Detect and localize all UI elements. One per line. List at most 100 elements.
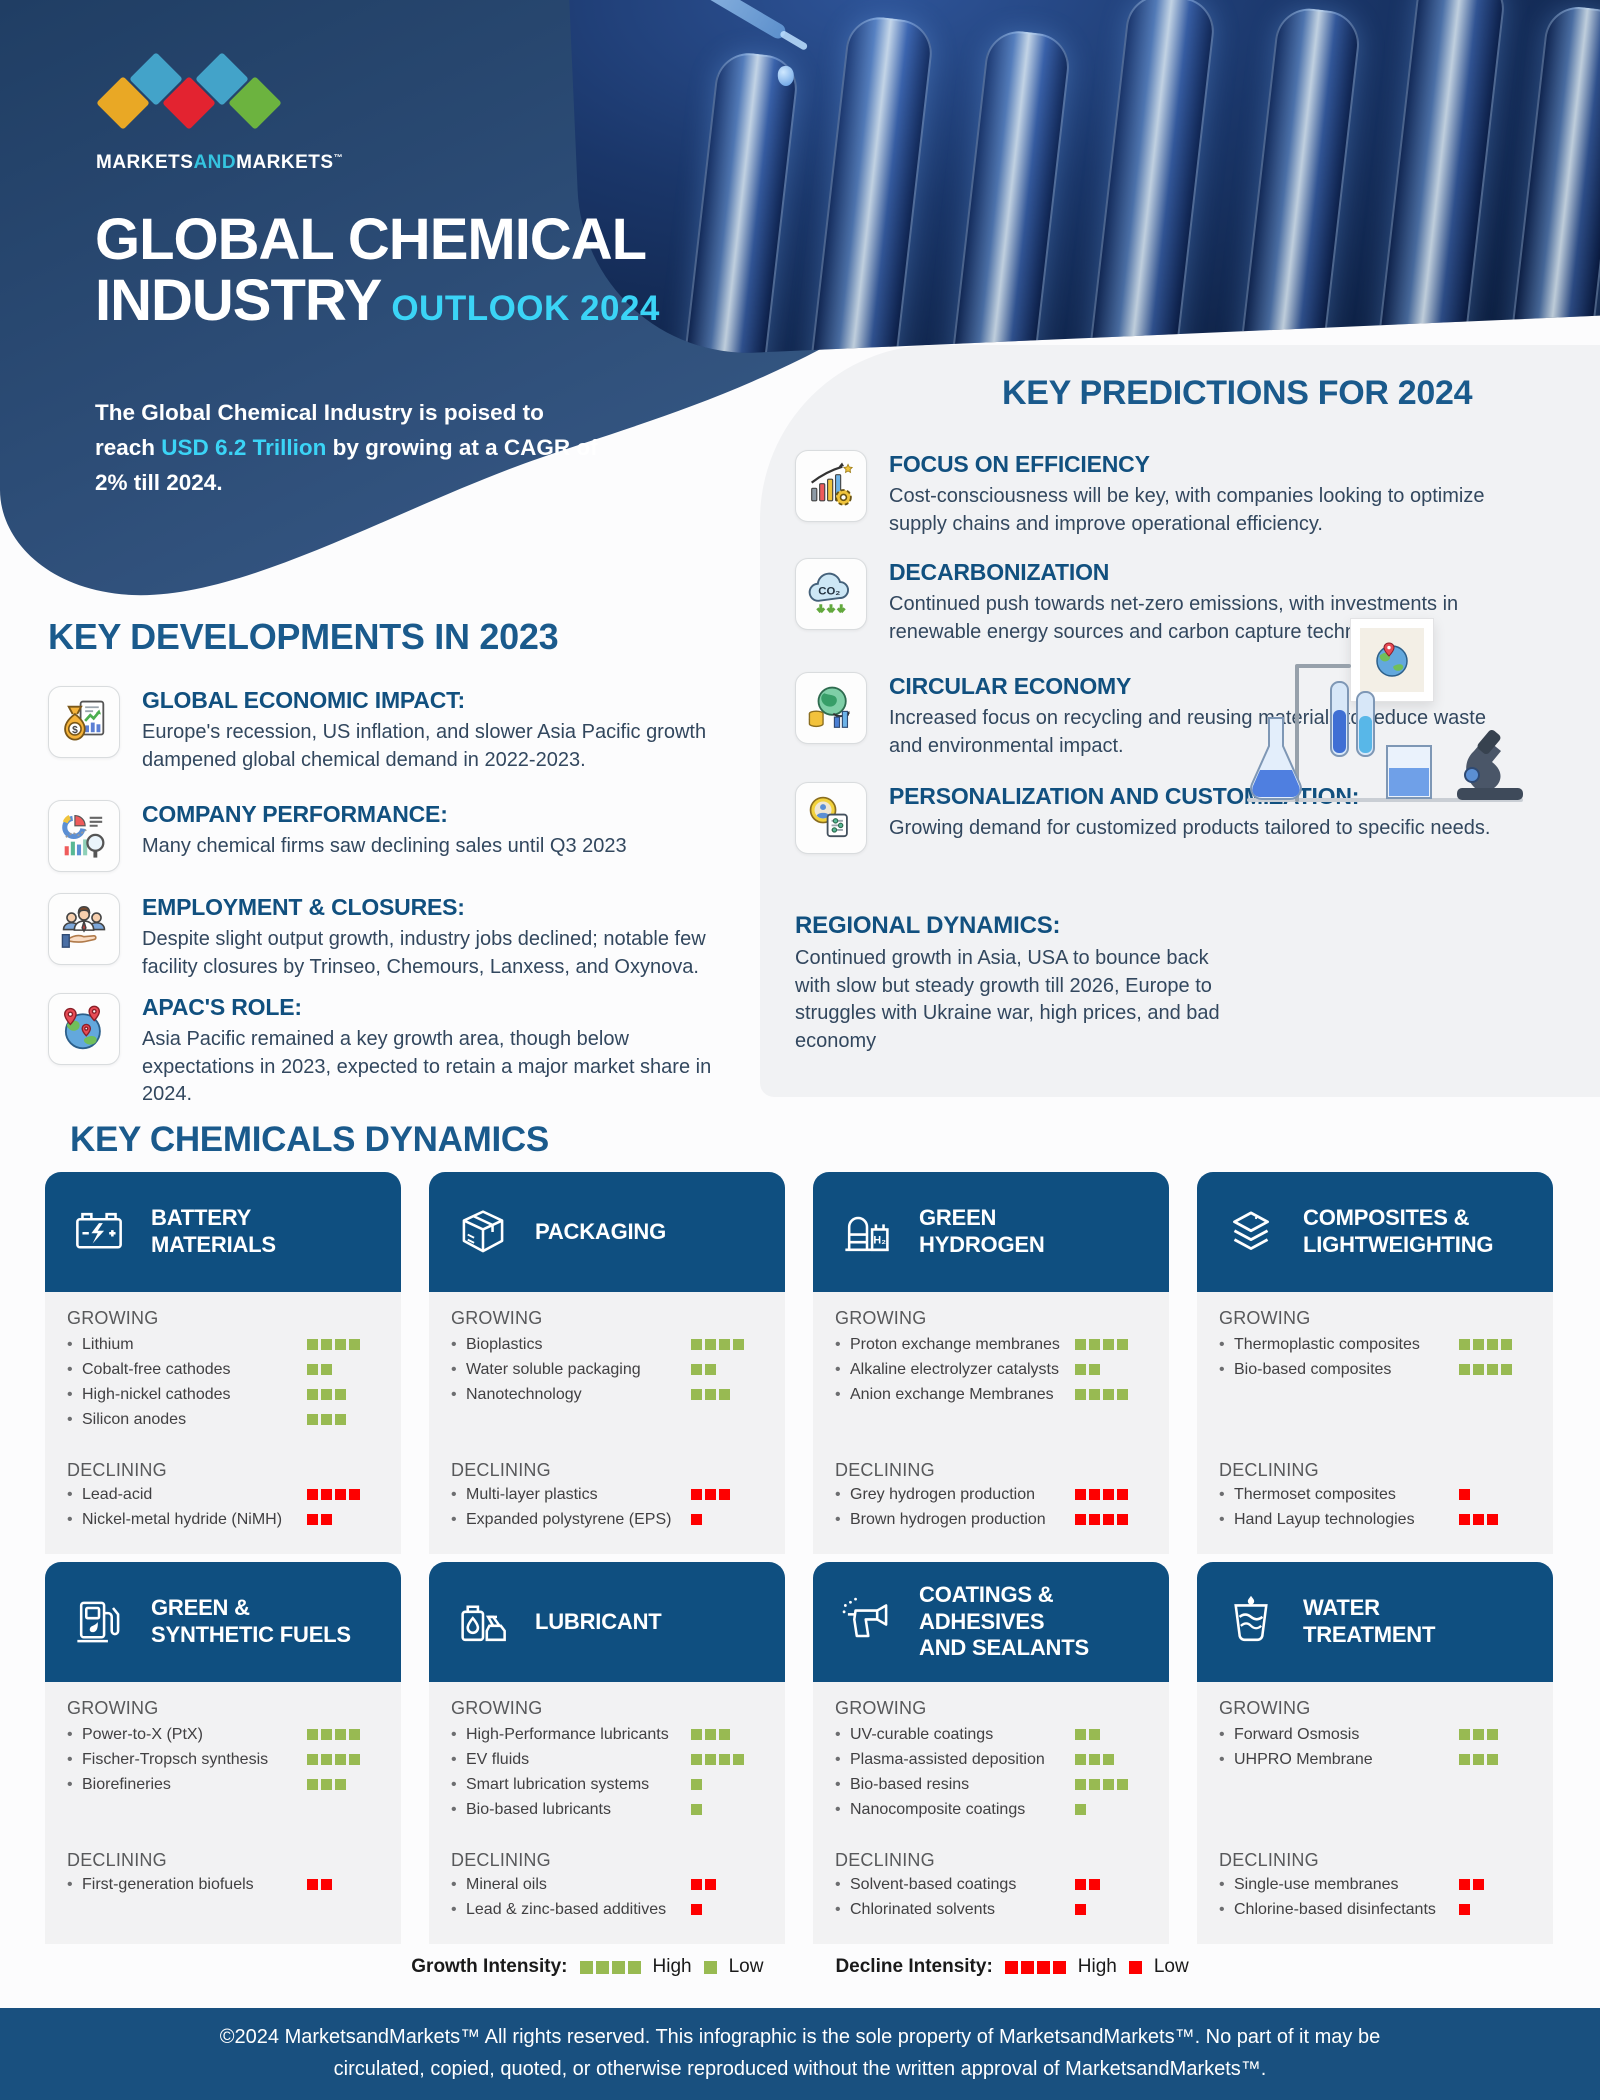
intensity-square bbox=[691, 1754, 702, 1765]
trend-label: Single-use membranes bbox=[1219, 1876, 1543, 1894]
intensity-squares bbox=[1075, 1339, 1128, 1350]
development-item: EMPLOYMENT & CLOSURES: Despite slight out… bbox=[48, 893, 712, 981]
trend-label: Chlorinated solvents bbox=[835, 1901, 1159, 1919]
low-label: Low bbox=[728, 1956, 764, 1977]
card-body: GROWING UV-curable coatings Plasma-assiste… bbox=[813, 1682, 1169, 1944]
chemical-card: COMPOSITES &LIGHTWEIGHTING GROWING Thermop… bbox=[1197, 1172, 1553, 1554]
intensity-square bbox=[307, 1339, 318, 1350]
intensity-square bbox=[1089, 1339, 1100, 1350]
trend-label: Chlorine-based disinfectants bbox=[1219, 1901, 1543, 1919]
title-suffix: OUTLOOK 2024 bbox=[391, 288, 660, 328]
intensity-square bbox=[719, 1754, 730, 1765]
trend-item: Grey hydrogen production bbox=[835, 1486, 1159, 1511]
prediction-title: DECARBONIZATION bbox=[889, 559, 1110, 585]
test-tube bbox=[1375, 0, 1508, 360]
intensity-square bbox=[705, 1364, 716, 1375]
spray-gun-icon bbox=[839, 1594, 895, 1650]
card-header: COATINGS & ADHESIVES AND SEALANTS bbox=[813, 1562, 1169, 1682]
card-title: WATER TREATMENT bbox=[1303, 1595, 1436, 1647]
chemical-card: PACKAGING GROWING Bioplastics Water soluble… bbox=[429, 1172, 785, 1554]
trend-item: Lead-acid bbox=[67, 1486, 391, 1511]
trend-label: Silicon anodes bbox=[67, 1411, 391, 1429]
card-title: BATTERY MATERIALS bbox=[151, 1205, 276, 1257]
trend-item: First-generation biofuels bbox=[67, 1876, 391, 1901]
intensity-squares bbox=[691, 1754, 744, 1765]
intensity-square bbox=[719, 1389, 730, 1400]
intensity-square bbox=[1117, 1339, 1128, 1350]
development-text: Many chemical firms saw declining sales … bbox=[142, 835, 627, 857]
intensity-square bbox=[1103, 1779, 1114, 1790]
intensity-squares bbox=[691, 1514, 702, 1525]
card-title: GREEN & SYNTHETIC FUELS bbox=[151, 1595, 351, 1647]
prediction-content: DECARBONIZATION Continued push towards ne… bbox=[889, 558, 1501, 646]
card-header: LUBRICANT bbox=[429, 1562, 785, 1682]
regional-dynamics: REGIONAL DYNAMICS: Continued growth in A… bbox=[795, 912, 1227, 1055]
trend-label: Proton exchange membranes bbox=[835, 1336, 1159, 1354]
trend-label: Power-to-X (PtX) bbox=[67, 1726, 391, 1744]
intensity-square bbox=[733, 1339, 744, 1350]
development-content: GLOBAL ECONOMIC IMPACT: Europe's recessio… bbox=[142, 686, 712, 774]
trend-item: Chlorine-based disinfectants bbox=[1219, 1901, 1543, 1926]
trend-item: Fischer-Tropsch synthesis bbox=[67, 1751, 391, 1776]
battery-icon bbox=[71, 1204, 127, 1260]
trend-label: Expanded polystyrene (EPS) bbox=[451, 1511, 775, 1529]
intensity-square bbox=[1459, 1514, 1470, 1525]
intensity-squares bbox=[1075, 1804, 1086, 1815]
intensity-square bbox=[307, 1414, 318, 1425]
predictions-panel bbox=[760, 345, 1600, 1097]
intensity-square bbox=[335, 1754, 346, 1765]
intensity-square bbox=[1089, 1489, 1100, 1500]
intensity-square bbox=[595, 1960, 609, 1974]
trend-label: Anion exchange Membranes bbox=[835, 1386, 1159, 1404]
intensity-squares bbox=[691, 1364, 716, 1375]
card-header: H₂ GREEN HYDROGEN bbox=[813, 1172, 1169, 1292]
growing-label: GROWING bbox=[1219, 1698, 1311, 1718]
trend-label: UV-curable coatings bbox=[835, 1726, 1159, 1744]
intensity-square bbox=[321, 1729, 332, 1740]
growing-label: GROWING bbox=[451, 1308, 543, 1328]
developments-heading: KEY DEVELOPMENTS IN 2023 bbox=[48, 616, 559, 657]
efficiency-gear-icon bbox=[795, 450, 867, 522]
intensity-squares bbox=[307, 1514, 332, 1525]
intensity-square bbox=[691, 1489, 702, 1500]
intensity-square bbox=[627, 1960, 641, 1974]
trend-label: Thermoset composites bbox=[1219, 1486, 1543, 1504]
card-header: PACKAGING bbox=[429, 1172, 785, 1292]
intensity-square bbox=[307, 1729, 318, 1740]
trend-label: EV fluids bbox=[451, 1751, 775, 1769]
trend-label: Nanotechnology bbox=[451, 1386, 775, 1404]
intensity-square bbox=[1473, 1339, 1484, 1350]
test-tube bbox=[807, 13, 936, 360]
prediction-title: FOCUS ON EFFICIENCY bbox=[889, 451, 1150, 477]
chart-magnifier-icon bbox=[48, 800, 120, 872]
prediction-text: Cost-consciousness will be key, with com… bbox=[889, 485, 1485, 535]
trend-label: Forward Osmosis bbox=[1219, 1726, 1543, 1744]
intensity-square bbox=[349, 1729, 360, 1740]
intensity-square bbox=[705, 1339, 716, 1350]
intensity-squares bbox=[691, 1339, 744, 1350]
decline-low-square bbox=[1128, 1960, 1142, 1974]
intensity-square bbox=[691, 1779, 702, 1790]
low-label: Low bbox=[1153, 1956, 1189, 1977]
svg-text:H₂: H₂ bbox=[873, 1234, 886, 1246]
person-settings-icon bbox=[795, 782, 867, 854]
trend-label: Lead-acid bbox=[67, 1486, 391, 1504]
declining-label: DECLINING bbox=[451, 1850, 551, 1870]
intensity-square bbox=[1473, 1729, 1484, 1740]
intensity-square bbox=[349, 1754, 360, 1765]
intensity-square bbox=[1487, 1339, 1498, 1350]
intensity-square bbox=[1089, 1389, 1100, 1400]
intensity-square bbox=[335, 1779, 346, 1790]
intensity-square bbox=[1020, 1960, 1034, 1974]
card-body: GROWING Bioplastics Water soluble packagin… bbox=[429, 1292, 785, 1554]
prediction-content: FOCUS ON EFFICIENCY Cost-consciousness wi… bbox=[889, 450, 1501, 538]
intensity-square bbox=[321, 1779, 332, 1790]
decline-intensity-label: Decline Intensity: bbox=[835, 1956, 993, 1977]
intensity-square bbox=[307, 1514, 318, 1525]
card-title: COMPOSITES & LIGHTWEIGHTING bbox=[1303, 1205, 1494, 1257]
trend-item: Anion exchange Membranes bbox=[835, 1386, 1159, 1411]
intensity-square bbox=[705, 1729, 716, 1740]
intensity-square bbox=[1075, 1514, 1086, 1525]
intensity-square bbox=[703, 1960, 717, 1974]
